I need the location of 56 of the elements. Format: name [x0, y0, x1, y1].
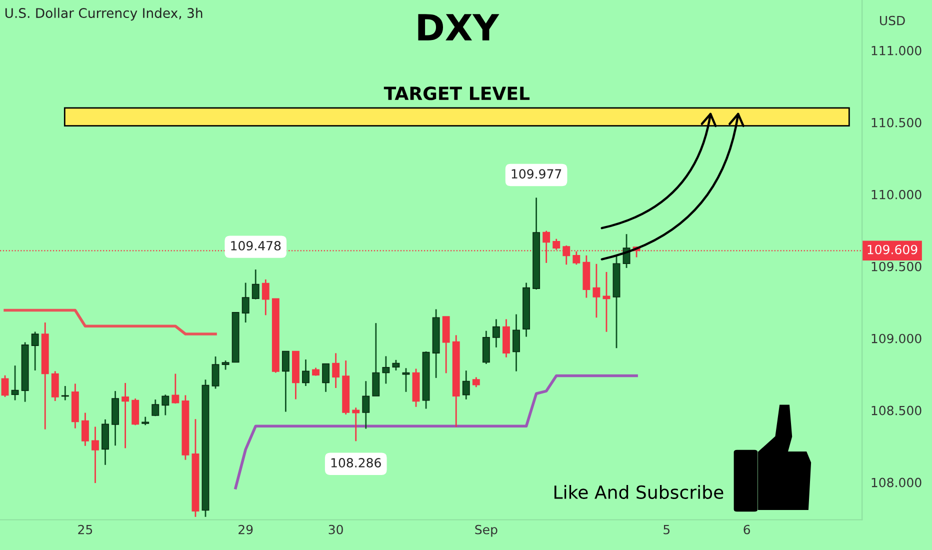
text: U.S. Dollar Currency Index, 3h: [5, 8, 202, 21]
y-tick-label: 111.000: [872, 46, 922, 56]
candlestick: [602, 271, 610, 333]
candlestick: [262, 278, 270, 316]
candlestick: [222, 360, 230, 370]
candlestick: [492, 318, 500, 348]
ref-line-label: 109.609: [868, 244, 918, 254]
x-tick-label: 29: [238, 524, 253, 534]
candlestick: [362, 380, 370, 430]
y-tick-label: 110.500: [872, 118, 922, 128]
x-tick-label: 30: [328, 524, 343, 534]
candlestick: [382, 356, 390, 384]
x-tick-label: Sep: [475, 524, 498, 537]
candlestick: [352, 406, 360, 442]
y-tick-label: 109.000: [872, 334, 922, 344]
y-tick-label: 109.500: [872, 262, 922, 272]
candlestick: [572, 250, 580, 266]
candlestick: [332, 352, 340, 389]
candlestick: [322, 363, 330, 393]
candlestick: [392, 359, 400, 372]
y-tick-label: 108.000: [872, 478, 922, 488]
candlestick: [162, 394, 170, 416]
x-tick-label: 6: [744, 524, 750, 534]
candlestick: [252, 268, 260, 300]
candlestick: [512, 314, 520, 372]
y-tick-label: 110.000: [872, 190, 922, 200]
candlestick: [462, 370, 470, 400]
y-tick-label: 108.500: [872, 406, 922, 416]
candlestick: [472, 376, 480, 388]
candlestick: [81, 412, 89, 447]
x-tick-label: 25: [78, 524, 92, 534]
candlestick: [132, 398, 140, 426]
x-tick-label: 5: [664, 524, 670, 534]
candlestick: [51, 370, 59, 402]
candlestick: [31, 331, 39, 372]
chart-title: DXY: [418, 14, 500, 40]
band-label: TARGET LEVEL: [384, 86, 530, 100]
candlestick: [402, 367, 410, 393]
candlestick: [122, 382, 130, 449]
candlestick: [152, 398, 160, 417]
candlestick: [92, 426, 99, 484]
candlestick: [61, 385, 69, 401]
candlestick: [242, 282, 250, 324]
candlestick: [1, 374, 9, 398]
candlestick: [282, 350, 290, 412]
annotation: 108.286: [331, 458, 381, 468]
y-axis-title: USD: [880, 16, 905, 26]
candlestick: [172, 373, 180, 404]
candlestick: [372, 322, 380, 397]
annotation: Like And Subscribe: [554, 485, 724, 499]
candlestick: [592, 263, 600, 318]
candlestick: [11, 364, 19, 401]
annotation: 109.478: [231, 240, 281, 250]
candlestick: [302, 358, 310, 387]
annotation: 109.977: [512, 169, 562, 179]
candlestick: [212, 356, 220, 390]
